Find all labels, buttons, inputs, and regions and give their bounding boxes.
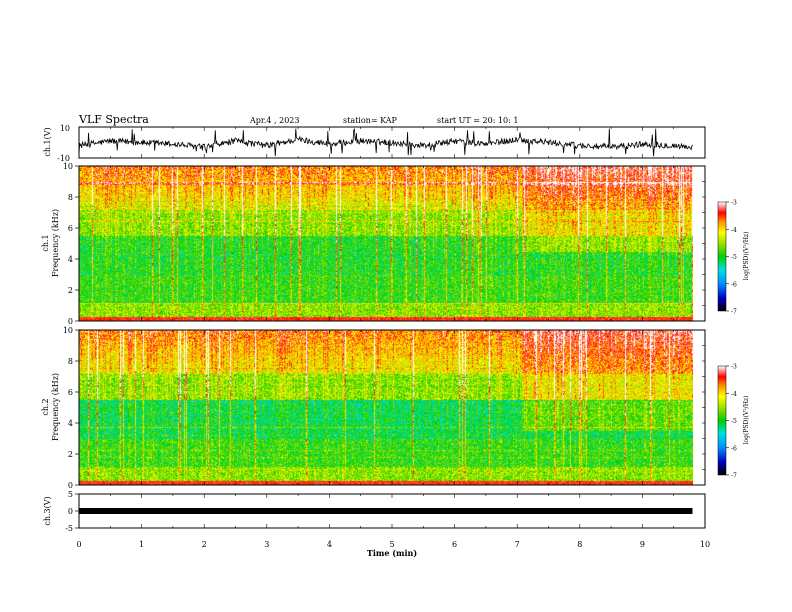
figure-station: station= KAP (343, 116, 398, 125)
ch1-frequency-ylabel-line2: Frequency (kHz) (51, 209, 60, 277)
ch2-frequency-ylabel-line2: Frequency (kHz) (51, 373, 60, 441)
waveform-ylabel: ch.1(V) (43, 127, 52, 156)
ch2-time-tick-marks (78, 330, 706, 485)
panel-ch2-spectrogram: 0 2 4 6 8 10 ch.2 Frequency (kHz) (41, 326, 706, 490)
frequency-tick-label: 6 (68, 224, 73, 233)
ch1-spectrogram-image (79, 166, 693, 321)
waveform-tick-marks (78, 127, 706, 158)
time-tick-label: 9 (640, 540, 645, 549)
colorbar-tick-label: -5 (731, 418, 737, 425)
frequency-tick-label: 4 (68, 419, 73, 428)
time-tick-label: 1 (139, 540, 144, 549)
panel-ch1-spectrogram: 0 2 4 6 8 10 ch.1 Frequency (kHz) (41, 162, 706, 326)
ch1-frequency-ticks: 0 2 4 6 8 10 (63, 162, 705, 326)
time-tick-label: 5 (389, 540, 394, 549)
time-tick-label: 10 (700, 540, 710, 549)
figure-title: VLF Spectra (78, 113, 149, 126)
ch2-frequency-ticks: 0 2 4 6 8 10 (63, 326, 705, 490)
time-tick-label: 8 (577, 540, 582, 549)
frequency-tick-label: 8 (68, 357, 73, 366)
colorbar-ch1-bar (717, 201, 727, 312)
ch3-tick-label: 5 (68, 490, 73, 499)
time-axis-label: Time (min) (367, 548, 417, 558)
time-tick-label: 2 (202, 540, 207, 549)
colorbar-ch2-label: log(PSD)(V²/Hz) (743, 396, 750, 445)
figure-start-time: start UT = 20: 10: 1 (437, 116, 518, 125)
colorbar-ch2-bar (717, 365, 727, 476)
colorbar-ch2: -3 -4 -5 -6 -7 log(PSD)(V²/Hz) (717, 364, 750, 480)
ch3-tick-label: 0 (68, 507, 73, 516)
time-tick-label: 7 (515, 540, 520, 549)
colorbar-tick-label: -7 (731, 473, 737, 480)
frequency-tick-label: 10 (63, 162, 73, 171)
colorbar-ch1-ticks: -3 -4 -5 -6 -7 (726, 200, 737, 316)
colorbar-tick-label: -3 (731, 364, 737, 371)
frequency-tick-label: 8 (68, 193, 73, 202)
ch2-spectrogram-image (79, 330, 693, 485)
colorbar-ch1-label: log(PSD)(V²/Hz) (743, 232, 750, 281)
colorbar-ch2-ticks: -3 -4 -5 -6 -7 (726, 364, 737, 480)
time-tick-label: 4 (327, 540, 332, 549)
frequency-tick-label: 4 (68, 255, 73, 264)
time-tick-label: 0 (76, 540, 81, 549)
colorbar-tick-label: -4 (731, 391, 737, 398)
ch2-frequency-ylabel-line1: ch.2 (41, 398, 50, 415)
frequency-tick-label: 0 (68, 317, 73, 326)
waveform-frame (78, 126, 706, 159)
colorbar-tick-label: -6 (731, 445, 737, 452)
frequency-tick-label: 0 (68, 481, 73, 490)
colorbar-tick-label: -6 (731, 281, 737, 288)
frequency-tick-label: 10 (63, 326, 73, 335)
colorbar-tick-label: -5 (731, 254, 737, 261)
ch1-waveform-line (78, 127, 693, 157)
ch3-signal-band (79, 508, 693, 514)
ch1-time-tick-marks (78, 166, 706, 321)
frequency-tick-label: 6 (68, 388, 73, 397)
ch1-frequency-ylabel-line1: ch.1 (41, 234, 50, 251)
time-tick-label: 3 (264, 540, 269, 549)
colorbar-tick-label: -7 (731, 309, 737, 316)
time-tick-label: 6 (452, 540, 457, 549)
ch3-ylabel: ch.3(V) (43, 496, 52, 525)
colorbar-ch1: -3 -4 -5 -6 -7 log(PSD)(V²/Hz) (717, 200, 750, 316)
frequency-tick-label: 2 (68, 286, 73, 295)
ch3-ticks: 5 0 -5 (65, 490, 79, 533)
colorbar-tick-label: -3 (731, 200, 737, 207)
panel-ch1-waveform: 10 -10 ch.1(V) (43, 124, 706, 163)
ch3-tick-label: -5 (65, 524, 73, 533)
frequency-tick-label: 2 (68, 450, 73, 459)
waveform-ytick-top: 10 (60, 124, 70, 133)
figure-date: Apr.4 , 2023 (249, 116, 299, 125)
colorbar-tick-label: -4 (731, 227, 737, 234)
time-axis: 0 1 2 3 4 5 6 7 8 9 10 (76, 494, 710, 549)
waveform-ytick-bottom: -10 (57, 154, 70, 163)
panel-ch3-signal: 50-5 ch.3(V) 0 1 2 3 4 5 6 7 8 9 10 Time (min) (43, 490, 710, 558)
